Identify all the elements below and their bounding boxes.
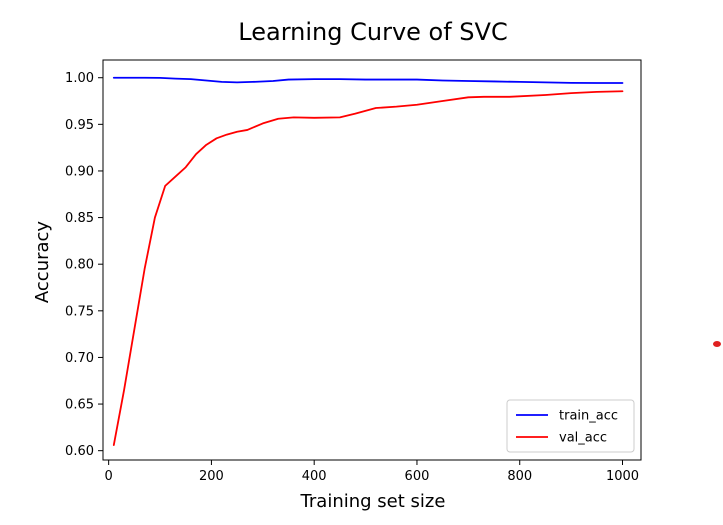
legend-box [506, 399, 635, 453]
y-axis-label: Accuracy [32, 221, 53, 304]
y-tick-label: 0.65 [65, 398, 94, 413]
x-tick-label: 800 [507, 469, 532, 484]
series-line-train_acc [112, 76, 624, 84]
y-tick-label: 0.95 [65, 118, 94, 133]
x-tick-label: 400 [302, 469, 327, 484]
x-tick-label: 1000 [606, 469, 639, 484]
x-tick-label: 200 [199, 469, 224, 484]
y-tick-label: 0.80 [65, 258, 94, 273]
y-tick-label: 0.85 [65, 211, 94, 226]
y-tick-label: 1.00 [65, 71, 94, 86]
x-axis-label: Training set size [300, 491, 446, 512]
legend-label-train_acc: train_acc [559, 409, 618, 424]
legend-label-val_acc: val_acc [559, 431, 607, 446]
series-line-val_acc [112, 90, 624, 446]
y-tick-label: 0.90 [65, 164, 94, 179]
plot-area: 0 200 400 600 800 1000 0.60 0.65 0.70 0.75 0.80 0.8… [65, 59, 642, 484]
x-tick-label: 0 [105, 469, 113, 484]
y-tick-label: 0.70 [65, 351, 94, 366]
legend: train_acc val_acc [506, 399, 635, 453]
red-dot-mark [713, 341, 721, 347]
y-tick-label: 0.75 [65, 304, 94, 319]
axes-frame [102, 59, 642, 461]
chart-title: Learning Curve of SVC [238, 18, 507, 46]
x-tick-label: 600 [405, 469, 430, 484]
annotation-layer [713, 341, 721, 347]
y-tick-label: 0.60 [65, 444, 94, 459]
